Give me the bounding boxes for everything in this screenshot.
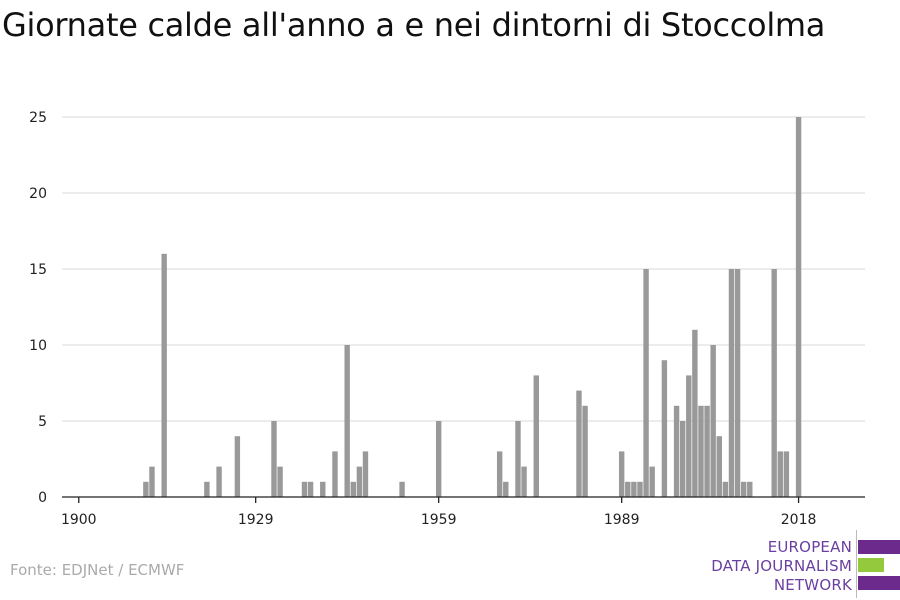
bar: [777, 451, 783, 497]
bar: [277, 466, 283, 497]
bar: [637, 481, 643, 497]
logo-green-bar: [858, 558, 884, 572]
bar: [496, 451, 503, 497]
bar: [503, 481, 509, 497]
bar: [301, 481, 308, 497]
logo-text-line-1: EUROPEAN: [767, 538, 852, 556]
logo-text-line-2: DATA JOURNALISM: [711, 557, 852, 575]
bar: [728, 269, 735, 497]
bar: [350, 481, 356, 497]
bar: [740, 481, 747, 497]
bar: [673, 405, 680, 497]
axes: 0 5 10 15 20 25 1900 1929 1959 1989 2018: [29, 110, 865, 528]
bar: [631, 481, 637, 497]
bar-series: [143, 117, 802, 497]
bar: [795, 117, 802, 497]
x-tick-label: 1959: [421, 512, 457, 528]
x-tick-label: 1929: [238, 512, 274, 528]
bar: [649, 466, 655, 497]
x-tick-label: 1900: [61, 512, 97, 528]
source-note: Fonte: EDJNet / ECMWF: [10, 561, 185, 579]
y-tick-label: 25: [29, 110, 47, 126]
bar: [344, 345, 350, 497]
y-tick-label: 10: [29, 338, 47, 354]
bar: [234, 436, 241, 497]
bar: [149, 466, 155, 497]
bar: [204, 481, 210, 497]
bar: [704, 405, 710, 497]
bar: [533, 375, 539, 497]
bar: [582, 405, 588, 497]
bar: [332, 451, 338, 497]
bar: [692, 329, 698, 497]
bar: [625, 481, 631, 497]
logo-purple-bar-top: [858, 540, 900, 554]
bar: [515, 421, 521, 497]
chart-title: Giornate calde all'anno a e nei dintorni…: [2, 6, 826, 44]
x-tick-label: 1989: [604, 512, 640, 528]
bar: [143, 481, 149, 497]
bar: [216, 466, 222, 497]
bar: [783, 451, 790, 497]
y-tick-label: 20: [29, 186, 47, 202]
bar: [307, 481, 314, 497]
bar: [576, 390, 582, 497]
bar: [161, 253, 167, 497]
bar: [271, 421, 277, 497]
bar: [356, 466, 363, 497]
bar: [399, 481, 405, 497]
logo-divider: [856, 530, 857, 598]
y-tick-label: 0: [38, 490, 47, 506]
bar: [679, 421, 686, 497]
bar: [771, 269, 777, 497]
bar: [686, 375, 692, 497]
bar: [643, 269, 649, 497]
bar: [362, 451, 369, 497]
bar: [521, 466, 527, 497]
x-tick-label: 2018: [781, 512, 817, 528]
logo-text-line-3: NETWORK: [773, 576, 852, 594]
edjnet-logo: EUROPEAN DATA JOURNALISM NETWORK: [700, 528, 900, 600]
y-tick-label: 5: [38, 414, 47, 430]
bar: [618, 451, 625, 497]
bar: [320, 481, 326, 497]
bar: [698, 405, 704, 497]
bar: [747, 481, 753, 497]
logo-purple-bar-bottom: [858, 576, 900, 590]
bar: [716, 436, 722, 497]
gridlines: [62, 116, 865, 422]
bar: [661, 360, 668, 497]
y-tick-label: 15: [29, 262, 47, 278]
bar: [734, 269, 741, 497]
bar: [722, 481, 729, 497]
bar: [435, 421, 442, 497]
bar: [710, 345, 716, 497]
